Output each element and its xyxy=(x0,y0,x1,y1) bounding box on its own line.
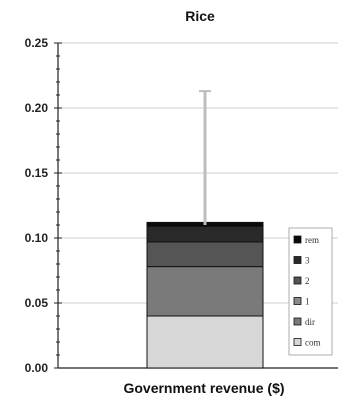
legend-label-1: 1 xyxy=(305,297,310,307)
legend-box xyxy=(288,227,333,356)
y-tick-label: 0.05 xyxy=(25,296,49,310)
legend: rem 3 2 1 dir com xyxy=(288,227,333,356)
chart-title: Rice xyxy=(185,8,215,24)
legend-swatch-2 xyxy=(293,276,302,285)
legend-swatch-3 xyxy=(293,256,302,264)
y-axis: 0.00 0.05 0.10 0.15 0.20 0.25 xyxy=(25,36,338,375)
legend-swatch-rem xyxy=(293,235,302,244)
legend-label-2: 2 xyxy=(305,276,310,286)
error-bar xyxy=(199,90,211,225)
y-tick-label: 0.15 xyxy=(25,166,49,180)
legend-swatch-com xyxy=(293,338,302,346)
legend-label-rem: rem xyxy=(305,235,319,245)
x-axis-label: Government revenue ($) xyxy=(123,380,284,396)
legend-swatch-dir xyxy=(293,317,302,326)
y-tick-label: 0.20 xyxy=(25,101,49,115)
y-tick-label: 0.10 xyxy=(25,231,49,245)
bar-segment-dir xyxy=(146,266,264,317)
y-tick-label: 0.00 xyxy=(25,361,49,375)
bar-segment-3 xyxy=(146,225,264,243)
legend-swatch-1 xyxy=(293,297,302,305)
stacked-bar xyxy=(146,221,264,369)
legend-label-com: com xyxy=(305,338,321,348)
y-tick-label: 0.25 xyxy=(25,36,49,50)
legend-label-dir: dir xyxy=(305,317,315,327)
bar-segment-2 xyxy=(146,241,264,268)
bar-segment-com xyxy=(146,315,264,369)
legend-label-3: 3 xyxy=(305,256,310,266)
